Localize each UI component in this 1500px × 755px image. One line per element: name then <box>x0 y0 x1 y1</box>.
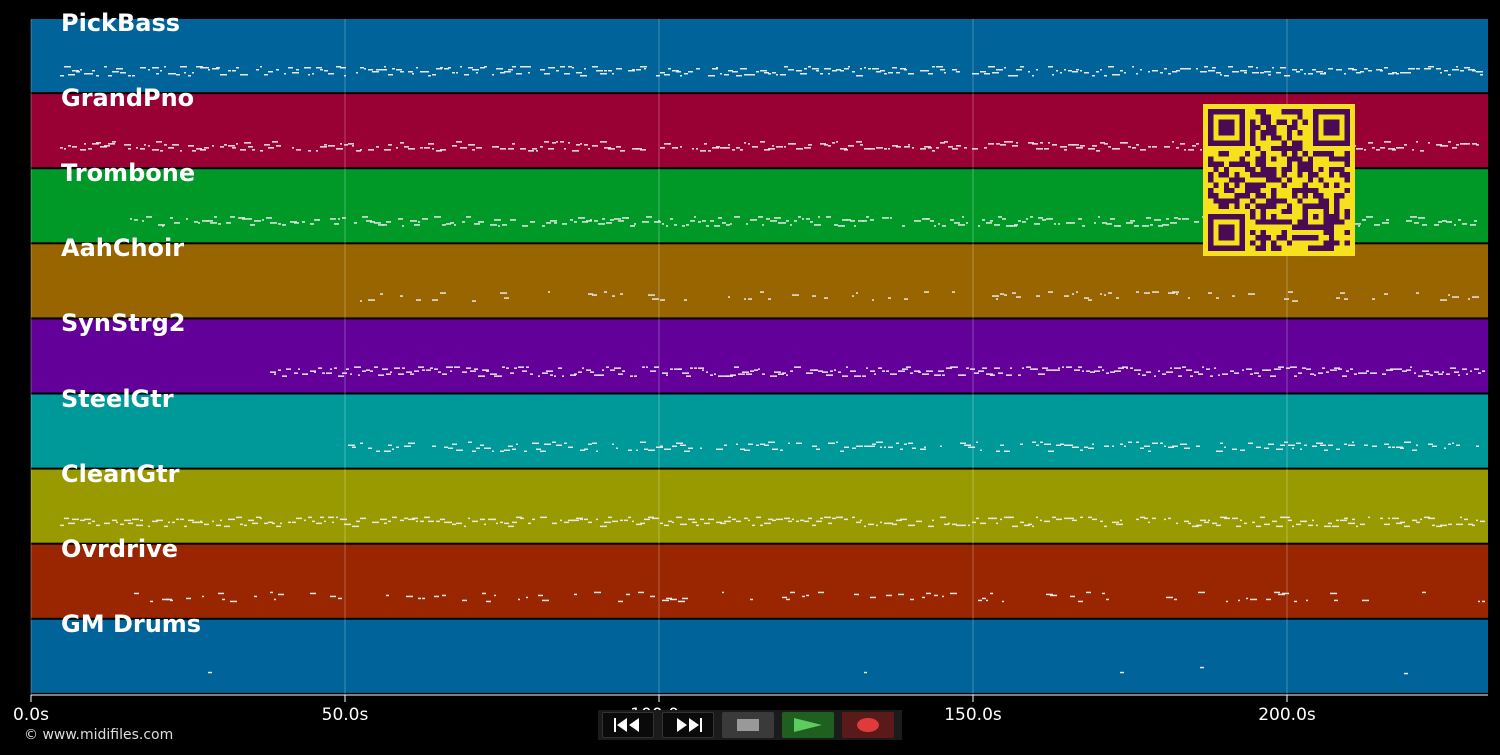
track-lane-5 <box>31 394 1488 468</box>
note-marks <box>348 441 1479 452</box>
track-label: Trombone <box>61 159 196 188</box>
track-lane-3 <box>31 244 1488 318</box>
copyright-text: © www.midifiles.com <box>24 727 174 743</box>
stop-icon <box>737 719 759 731</box>
track-lane-8 <box>31 619 1488 693</box>
track-label: AahChoir <box>61 234 185 263</box>
rewind-button[interactable] <box>602 712 654 738</box>
note-marks <box>60 66 1483 77</box>
track-label: CleanGtr <box>61 459 180 488</box>
track-lane-0 <box>31 19 1488 93</box>
track-lane-6 <box>31 469 1488 543</box>
fast-forward-button[interactable] <box>662 712 714 738</box>
stop-button[interactable] <box>722 712 774 738</box>
track-label: GM Drums <box>61 609 202 638</box>
transport-controls <box>598 710 902 740</box>
note-marks <box>60 516 1485 528</box>
record-icon <box>857 718 879 732</box>
track-lane-4 <box>31 319 1488 393</box>
time-tick-label: 200.0s <box>1258 705 1316 725</box>
fast-forward-icon <box>677 718 702 732</box>
rewind-icon <box>614 718 639 732</box>
track-label: Ovrdrive <box>61 534 179 563</box>
note-marks <box>134 591 1485 603</box>
play-icon <box>794 718 822 732</box>
time-tick-label: 0.0s <box>13 705 49 725</box>
track-lane-7 <box>31 544 1488 618</box>
track-label: SteelGtr <box>61 384 174 413</box>
time-tick-label: 50.0s <box>321 705 369 725</box>
play-button[interactable] <box>782 712 834 738</box>
qr-code[interactable] <box>1203 104 1355 256</box>
note-marks <box>270 366 1485 377</box>
track-label: PickBass <box>61 9 181 37</box>
track-label: GrandPno <box>61 84 195 113</box>
note-marks <box>208 666 1408 675</box>
track-label: SynStrg2 <box>61 309 186 338</box>
record-button[interactable] <box>842 712 894 738</box>
time-tick-label: 150.0s <box>944 705 1002 725</box>
note-marks <box>360 291 1479 302</box>
